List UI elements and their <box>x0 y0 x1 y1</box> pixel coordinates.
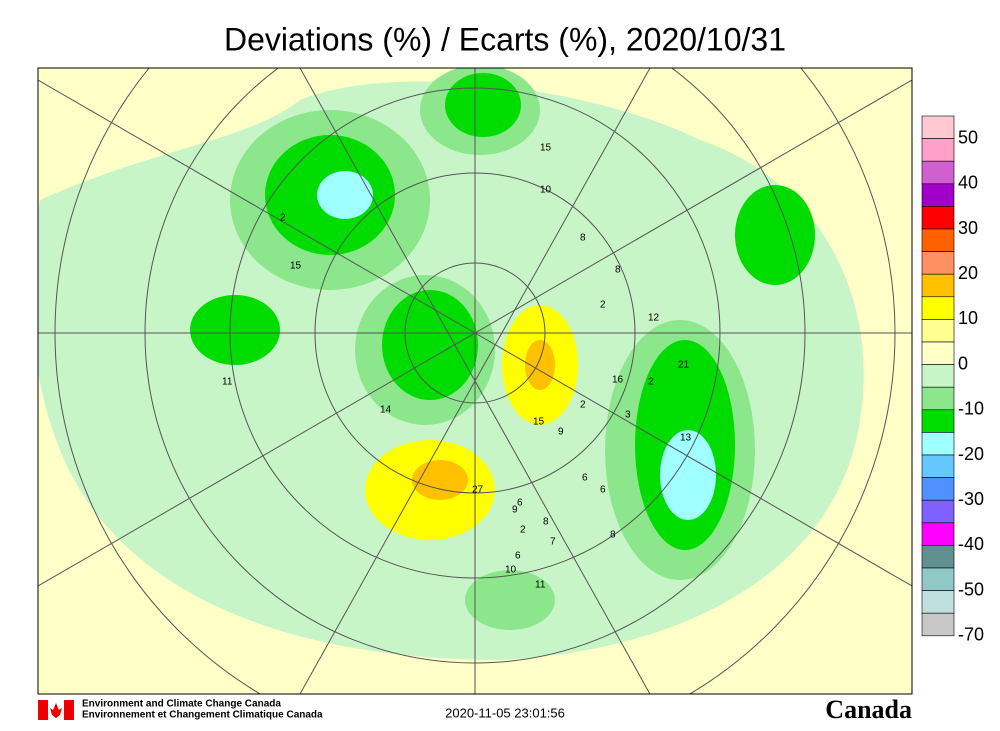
colorbar-box <box>921 364 955 388</box>
station-value: 13 <box>680 433 692 444</box>
station-value: 11 <box>222 377 233 388</box>
station-value: 2 <box>600 300 606 311</box>
colorbar-box <box>921 228 955 252</box>
station-value: 15 <box>290 261 302 272</box>
colorbar-box <box>921 319 955 343</box>
station-value: 21 <box>678 360 690 371</box>
colorbar-label: -20 <box>958 444 984 464</box>
colorbar-label: -40 <box>958 534 984 554</box>
station-value: 16 <box>612 375 624 386</box>
title: Deviations (%) / Ecarts (%), 2020/10/31 <box>224 21 786 57</box>
station-value: 8 <box>615 265 621 276</box>
colorbar-box <box>921 341 955 365</box>
colorbar-box <box>921 567 955 591</box>
colorbar-box <box>921 454 955 478</box>
colorbar-box <box>921 522 955 546</box>
colorbar-box <box>921 183 955 207</box>
station-value: 7 <box>550 537 556 548</box>
colorbar-box <box>921 612 955 637</box>
colorbar-box <box>921 273 955 298</box>
agency-fr: Environnement et Changement Climatique C… <box>82 710 323 721</box>
agency-en: Environment and Climate Change Canada <box>82 699 281 710</box>
colorbar-label: 0 <box>958 353 968 373</box>
map <box>38 68 912 694</box>
colorbar-label: 50 <box>958 127 978 147</box>
station-value: 6 <box>517 498 523 509</box>
station-value: 9 <box>512 505 518 516</box>
colorbar-label: 30 <box>958 218 978 238</box>
station-value: 15 <box>540 143 552 154</box>
colorbar-label: 20 <box>958 263 978 283</box>
station-value: 10 <box>540 185 552 196</box>
maple-leaf <box>50 703 62 718</box>
station-value: 11 <box>535 580 546 591</box>
flag-left <box>38 700 48 720</box>
colorbar-box <box>921 160 955 185</box>
station-value: 9 <box>558 427 564 438</box>
station-value: 3 <box>625 410 631 421</box>
station-value: 2 <box>580 400 586 411</box>
station-value: 8 <box>610 530 616 541</box>
colorbar-label: -50 <box>958 579 984 599</box>
station-value: 14 <box>380 405 392 416</box>
station-value: 15 <box>533 417 545 428</box>
colorbar-box <box>921 545 955 569</box>
station-value: 27 <box>472 485 484 496</box>
station-value: 6 <box>515 551 521 562</box>
map-frame <box>37 67 913 695</box>
colorbar-label: 10 <box>958 308 978 328</box>
colorbar-box <box>921 251 955 275</box>
colorbar-label: -70 <box>958 625 984 645</box>
colorbar-box <box>921 386 955 411</box>
colorbar-box <box>921 138 955 162</box>
colorbar: 50 40 30 20 10 0 -10 -20 -30 -40 -50 -70 <box>921 115 984 645</box>
wordmark: Canada <box>825 695 912 724</box>
timestamp: 2020-11-05 23:01:56 <box>445 705 565 720</box>
colorbar-box <box>921 115 955 139</box>
colorbar-box <box>921 477 955 501</box>
station-value: 2 <box>280 213 286 224</box>
colorbar-box <box>921 432 955 456</box>
flag-right <box>64 700 74 720</box>
colorbar-label: 40 <box>958 173 978 193</box>
colorbar-label: -10 <box>958 399 984 419</box>
colorbar-box <box>921 206 955 230</box>
station-value: 2 <box>520 525 526 536</box>
colorbar-box <box>921 499 955 524</box>
station-value: 8 <box>580 233 586 244</box>
station-value: 6 <box>582 473 588 484</box>
colorbar-box <box>921 590 955 614</box>
station-value: 2 <box>648 377 654 388</box>
station-value: 6 <box>600 485 606 496</box>
station-value: 10 <box>505 565 517 576</box>
station-value: 8 <box>543 517 549 528</box>
colorbar-box <box>921 409 955 433</box>
station-value: 12 <box>648 313 660 324</box>
stations: 1510882121621231321596141115276698726101… <box>222 143 692 591</box>
colorbar-box <box>921 296 955 320</box>
colorbar-label: -30 <box>958 489 984 509</box>
